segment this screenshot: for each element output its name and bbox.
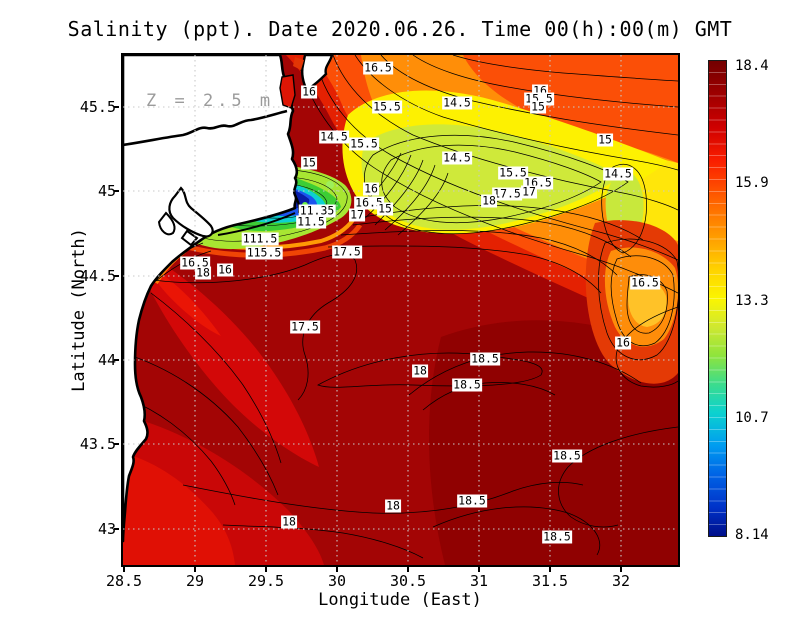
plume-south-red-band — [178, 223, 363, 258]
colorbar-tick-label: 13.3 — [735, 292, 769, 309]
contour-label: 14.5 — [442, 150, 472, 165]
x-tick-mark — [549, 567, 551, 572]
y-tick-mark — [114, 190, 119, 192]
contour-label: 17 — [521, 184, 537, 199]
x-tick-mark — [194, 567, 196, 572]
contour-label: 15.5 — [349, 136, 379, 151]
x-tick-mark — [478, 567, 480, 572]
contour-label: 17.5 — [492, 186, 522, 201]
colorbar — [708, 60, 727, 537]
contour-label: 15 — [530, 99, 546, 114]
contour-label: 16 — [217, 262, 233, 277]
y-tick-label: 45.5 — [79, 98, 116, 116]
contour-label: 18.5 — [457, 493, 487, 508]
figure-title: Salinity (ppt). Date 2020.06.26. Time 00… — [67, 17, 733, 41]
contour-label: 111.5 — [241, 231, 279, 246]
salinity-map-canvas — [123, 55, 678, 565]
x-tick-label: 31.5 — [531, 572, 569, 590]
y-tick-mark — [114, 275, 119, 277]
colorbar-tick-label: 18.4 — [735, 58, 769, 74]
x-tick-label: 31 — [469, 572, 489, 590]
contour-label: 17.5 — [290, 319, 320, 334]
contour-label: 14.5 — [442, 95, 472, 110]
contour-label: 15 — [377, 201, 393, 216]
contour-label: 18 — [412, 363, 428, 378]
colorbar-tick-label: 8.14 — [735, 527, 769, 543]
land-lagoon-complex — [168, 186, 214, 238]
contour-label: 17 — [349, 207, 365, 222]
land-mainland — [123, 55, 299, 543]
y-tick-label: 43.5 — [79, 435, 116, 453]
contour-label: 18.5 — [452, 377, 482, 392]
contour-label: 14.5 — [319, 129, 349, 144]
sea-gap-cell — [293, 57, 304, 70]
land-lagoon-lobe — [157, 211, 176, 236]
region-southeast-maroon — [429, 320, 678, 565]
x-tick-mark — [265, 567, 267, 572]
y-tick-mark — [114, 528, 119, 530]
land-layer — [123, 55, 334, 543]
x-tick-label: 32 — [611, 572, 631, 590]
contour-label: 16.5 — [354, 195, 384, 210]
y-tick-mark — [114, 359, 119, 361]
contour-label: 115.5 — [245, 245, 283, 260]
y-tick-mark — [114, 443, 119, 445]
contour-label: 18.5 — [552, 448, 582, 463]
depth-annotation: Z = 2.5 m — [146, 91, 275, 111]
y-tick-label: 43 — [97, 520, 116, 538]
contour-label: 16 — [363, 181, 379, 196]
coastline-liman-bay — [123, 109, 288, 147]
contour-label: 18.5 — [470, 351, 500, 366]
x-tick-mark — [123, 567, 125, 572]
contour-label: 18 — [195, 265, 211, 280]
x-tick-label: 28.5 — [105, 572, 143, 590]
y-tick-label: 44 — [97, 351, 116, 369]
contour-label: 18 — [385, 498, 401, 513]
x-tick-label: 29.5 — [247, 572, 285, 590]
region-bottom-left-core — [123, 453, 235, 565]
region-right-swirl-yellow — [628, 278, 667, 327]
contour-label: 18.5 — [542, 529, 572, 544]
liman-red-cell — [279, 74, 296, 109]
colorbar-tick-label: 10.7 — [735, 409, 769, 426]
x-tick-label: 30.5 — [389, 572, 427, 590]
x-tick-mark — [407, 567, 409, 572]
land-north-spit — [301, 55, 334, 92]
contour-lines — [123, 55, 678, 559]
plume-green-dot-ne — [326, 181, 334, 189]
contour-label: 16.5 — [363, 60, 393, 75]
contour-label: 17.5 — [332, 244, 362, 259]
contour-label: 11.35 — [298, 203, 336, 218]
colorbar-tick-label: 15.9 — [735, 175, 769, 192]
y-tick-label: 45 — [97, 182, 116, 200]
x-tick-label: 30 — [327, 572, 347, 590]
contour-label: 15.5 — [372, 99, 402, 114]
contour-label: 18 — [481, 193, 497, 208]
contour-label: 16.5 — [630, 275, 660, 290]
x-tick-mark — [336, 567, 338, 572]
contour-label: 16 — [615, 335, 631, 350]
map-plot-area — [121, 53, 680, 567]
x-tick-label: 29 — [185, 572, 205, 590]
contour-label: 18 — [281, 514, 297, 529]
contour-label: 15 — [597, 132, 613, 147]
contour-label: 15.5 — [498, 165, 528, 180]
contour-label: 14.5 — [603, 166, 633, 181]
region-sw-coastal-core — [143, 261, 221, 336]
x-tick-mark — [620, 567, 622, 572]
contour-label: 11.5 — [296, 214, 326, 229]
land-lagoon-islet — [180, 229, 199, 247]
x-axis-title: Longitude (East) — [318, 590, 482, 610]
contour-label: 16 — [301, 84, 317, 99]
y-tick-label: 44.5 — [79, 267, 116, 285]
contour-label: 15 — [301, 155, 317, 170]
y-tick-mark — [114, 106, 119, 108]
contour-label: 16.5 — [180, 255, 210, 270]
